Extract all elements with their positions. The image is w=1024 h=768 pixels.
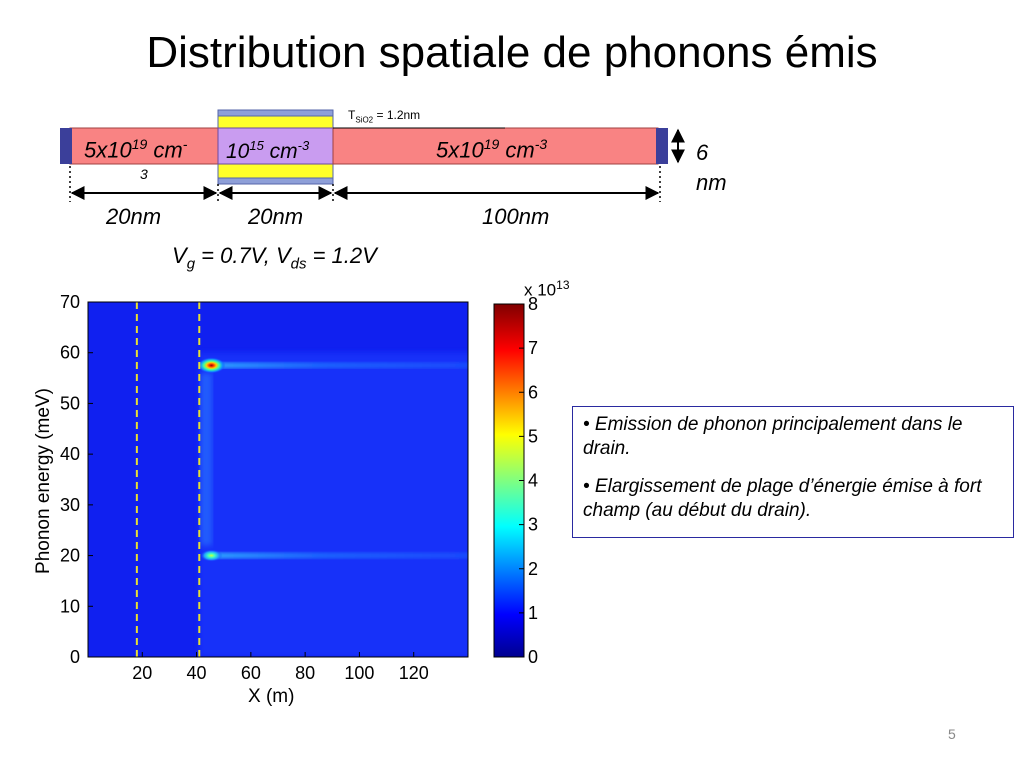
x-tick-label: 100 [344, 663, 374, 683]
top-oxide [217, 115, 334, 129]
thickness-value: 6 [696, 140, 709, 165]
y-tick-label: 20 [60, 546, 80, 566]
x-tick-label: 80 [295, 663, 315, 683]
source-contact [60, 128, 72, 164]
energy-broadening [200, 373, 213, 546]
top-oxide-border [217, 109, 334, 117]
hotspot [200, 549, 223, 562]
bottom-oxide [217, 163, 334, 179]
bias-label: Vg = 0.7V, Vds = 1.2V [172, 243, 377, 273]
device-drawing [60, 109, 685, 202]
drain-doping-label: 5x1019 cm-3 [436, 136, 548, 163]
emission-band [207, 552, 468, 559]
dim-gate-label: 20nm [248, 204, 304, 229]
notes-box: • Emission de phonon principalement dans… [572, 406, 1014, 538]
colorbar-tick-label: 5 [528, 426, 538, 446]
x-tick-label: 20 [132, 663, 152, 683]
emission-band [207, 362, 468, 369]
y-tick-label: 70 [60, 292, 80, 312]
x-tick-label: 60 [241, 663, 261, 683]
y-tick-label: 50 [60, 393, 80, 413]
colorbar-tick-label: 8 [528, 294, 538, 314]
tsio2-label: TSiO2 = 1.2nm [348, 108, 421, 125]
y-tick-label: 60 [60, 343, 80, 363]
hotspot [197, 357, 226, 374]
bottom-oxide-border [217, 177, 334, 185]
dim-left-label: 20nm [106, 204, 162, 229]
heatmap-svg: 20 40 60 80 100 120 0 10 20 30 40 50 60 70 0 1 2 3 4 5 6 7 8 [60, 292, 538, 683]
y-tick-label: 10 [60, 596, 80, 616]
colorbar-tick-label: 2 [528, 559, 538, 579]
y-tick-label: 40 [60, 444, 80, 464]
source-doping-wrap: 3 [140, 166, 148, 182]
x-axis-label: X (m) [248, 686, 295, 707]
source-region [69, 127, 219, 165]
slide-title: Distribution spatiale de phonons émis [146, 28, 878, 77]
colorbar-tick-label: 1 [528, 603, 538, 623]
colorbar-tick-label: 7 [528, 338, 538, 358]
plot-frame [87, 301, 469, 658]
note-item: • Elargissement de plage d’énergie émise… [583, 476, 982, 521]
colorbar-multiplier: x 1013 [524, 278, 570, 300]
channel-doping-label: 1015 cm-3 [226, 138, 310, 163]
dim-right-label: 100nm [482, 204, 550, 229]
source-doping-label: 5x1019 cm- [84, 136, 188, 163]
y-tick-label: 30 [60, 495, 80, 515]
note-item: • Emission de phonon principalement dans… [583, 414, 963, 459]
colorbar-tick-label: 3 [528, 515, 538, 535]
y-axis-label: Phonon energy (meV) [33, 388, 54, 574]
x-tick-label: 40 [187, 663, 207, 683]
drain-contact [656, 128, 668, 164]
colorbar-tick-label: 6 [528, 382, 538, 402]
colorbar-tick-label: 4 [528, 471, 538, 491]
x-tick-label: 120 [399, 663, 429, 683]
page-number: 5 [948, 726, 956, 742]
colorbar-tick-label: 0 [528, 647, 538, 667]
thickness-unit: nm [696, 170, 727, 195]
y-tick-label: 0 [70, 647, 80, 667]
drain-glow [199, 352, 468, 657]
